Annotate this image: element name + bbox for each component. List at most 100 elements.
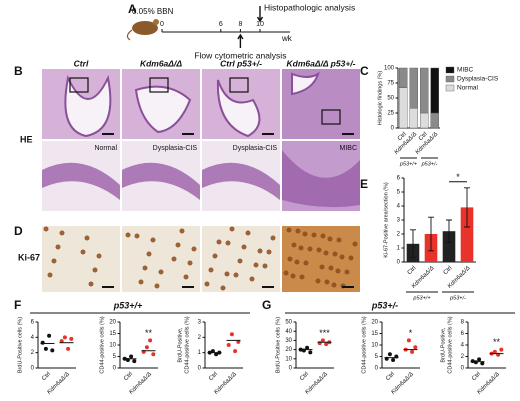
top-event: Histopathologic analysis <box>264 2 355 12</box>
ki67-nucleus <box>291 242 297 248</box>
ki67-nucleus <box>307 246 313 252</box>
bar-segment <box>420 67 429 114</box>
ki67-nucleus <box>55 244 61 250</box>
y-tick-label: 2 <box>31 350 35 356</box>
legend-label: Normal <box>457 85 479 92</box>
y-axis-label: CD44-positive cells (%) <box>184 316 190 373</box>
y-tick-label: 3 <box>198 320 202 326</box>
ki67-nucleus <box>47 272 53 278</box>
y-axis-label: BrdU-Positive cells (%) <box>17 317 23 373</box>
y-tick-label: 4 <box>397 204 401 210</box>
group-label: p53+/+ <box>399 161 418 167</box>
bar-segment <box>409 107 418 129</box>
ki67-nucleus <box>138 279 144 285</box>
ki67-nucleus <box>150 237 156 243</box>
ki67-nucleus <box>352 241 358 247</box>
ki67-nucleus <box>158 269 164 275</box>
mouse-ear <box>153 19 159 25</box>
y-tick-label: 5 <box>375 354 379 360</box>
ki67-nucleus <box>339 254 345 260</box>
y-tick-label: 0 <box>31 366 35 372</box>
ki67-nucleus <box>179 228 185 234</box>
panel-title: p53+/+ <box>113 300 143 310</box>
ki67-nucleus <box>175 242 181 248</box>
data-point <box>324 342 329 347</box>
ki67-nucleus <box>229 226 235 232</box>
lumen <box>216 79 261 138</box>
data-point <box>66 346 71 351</box>
ki67-nucleus <box>270 235 276 241</box>
y-tick-label: 5 <box>397 190 401 196</box>
ki67-nucleus <box>257 248 263 254</box>
ki67-nucleus <box>220 285 226 291</box>
legend-label: Dysplasia-CIS <box>457 76 499 83</box>
significance: * <box>409 328 413 338</box>
data-point <box>229 332 234 337</box>
bar-segment <box>409 67 418 109</box>
ki67-nucleus <box>316 247 322 253</box>
data-point <box>148 338 153 343</box>
ki67-nucleus <box>212 253 218 259</box>
ki67-nucleus <box>262 263 268 269</box>
ki67-nucleus <box>191 246 197 252</box>
data-point <box>47 333 52 338</box>
ki67-nucleus <box>331 282 337 288</box>
data-point <box>233 349 238 354</box>
y-tick-label: 6 <box>397 176 401 182</box>
bar <box>442 231 456 262</box>
arrow-down <box>256 6 264 23</box>
y-tick-label: 50 <box>387 96 394 102</box>
legend-swatch <box>445 84 455 92</box>
error-bar <box>428 216 434 252</box>
x-tick-label: Ctrl <box>123 371 134 382</box>
ki67-nucleus <box>216 239 222 245</box>
y-tick-label: 10 <box>285 356 292 362</box>
ki67-nucleus <box>299 274 305 280</box>
ki67-nucleus <box>320 233 326 239</box>
data-point <box>144 345 149 350</box>
y-tick-label: 75 <box>387 81 394 87</box>
data-point <box>236 339 241 344</box>
significance: ** <box>145 328 153 338</box>
ki67-nucleus <box>302 231 308 237</box>
y-tick-label: 2 <box>198 335 202 341</box>
x-tick-label: Ctrl <box>397 131 408 142</box>
bar-segment <box>399 87 408 129</box>
group-label: p53+/- <box>421 161 438 167</box>
data-point <box>69 336 74 341</box>
bar-segment <box>420 112 429 129</box>
ki67-nucleus <box>336 237 342 243</box>
ki67-nucleus <box>204 281 210 287</box>
ki67-nucleus <box>319 264 325 270</box>
x-tick-label: Ctrl <box>471 371 482 382</box>
column-header: Kdm6aΔ/Δ <box>140 58 182 68</box>
group-label: p53+/+ <box>412 295 431 301</box>
ki67-nucleus <box>327 236 333 242</box>
row-label: Ki-67 <box>18 252 40 262</box>
ki67-nucleus <box>290 273 296 279</box>
finding-label: Normal <box>94 145 117 152</box>
data-point <box>226 343 231 347</box>
y-tick-label: 0 <box>113 366 117 372</box>
ki67-nucleus <box>92 267 98 273</box>
y-tick-label: 5 <box>113 354 117 360</box>
data-point <box>492 349 497 354</box>
data-point <box>308 350 313 355</box>
epithelium <box>42 162 120 200</box>
legend-swatch <box>445 66 455 74</box>
ki67-nucleus <box>59 230 65 236</box>
ki67-nucleus <box>88 281 94 287</box>
panel-label: C <box>360 64 369 78</box>
epithelium <box>122 162 200 200</box>
column-header: Ctrl <box>74 58 89 68</box>
y-axis-label: Histologic findings (%) <box>377 71 383 126</box>
error-bar <box>410 229 416 259</box>
ki67-nucleus <box>51 258 57 264</box>
data-point <box>413 345 418 350</box>
y-tick-label: 2 <box>461 354 465 360</box>
y-tick-label: 0 <box>289 366 293 372</box>
timeline-tick-label: 8 <box>238 21 242 28</box>
ki67-nucleus <box>332 251 338 257</box>
ki67-nucleus <box>328 265 334 271</box>
ki67-nucleus <box>315 278 321 284</box>
